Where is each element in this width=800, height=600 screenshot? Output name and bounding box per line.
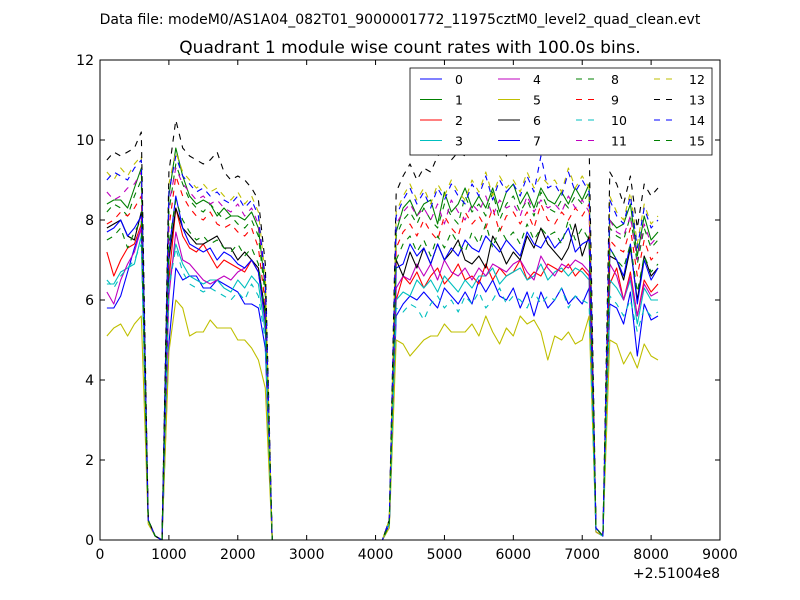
legend-label-11: 11 — [611, 134, 627, 149]
series-line-14 — [106, 155, 659, 540]
x-tick-label: 5000 — [427, 547, 463, 563]
legend-label-0: 0 — [455, 72, 463, 87]
series-line-1 — [106, 147, 659, 540]
plot-area — [106, 115, 659, 540]
x-offset-label: +2.51004e8 — [633, 566, 720, 582]
legend-label-12: 12 — [689, 72, 705, 87]
y-tick-label: 2 — [85, 453, 94, 469]
series-line-15 — [106, 199, 659, 540]
axis-ticks: 0 1000 2000 3000 4000 5000 6000 7000 8000 9000 0 2 4… — [76, 53, 738, 563]
x-tick-label: 3000 — [289, 547, 325, 563]
x-tick-label: 9000 — [702, 547, 738, 563]
legend-label-10: 10 — [611, 113, 627, 128]
y-tick-label: 6 — [85, 293, 94, 309]
series-line-5 — [106, 299, 659, 540]
legend-label-1: 1 — [455, 93, 463, 108]
x-tick-label: 6000 — [496, 547, 532, 563]
legend-box — [409, 67, 713, 156]
x-tick-label: 8000 — [633, 547, 669, 563]
legend-label-13: 13 — [689, 93, 705, 108]
legend-label-9: 9 — [611, 93, 619, 108]
series-line-12 — [106, 151, 659, 540]
y-tick-label: 12 — [76, 53, 94, 69]
y-tick-label: 8 — [85, 213, 94, 229]
x-tick-label: 1000 — [151, 547, 187, 563]
legend-label-14: 14 — [689, 113, 705, 128]
series-line-2 — [106, 207, 659, 540]
legend-label-5: 5 — [533, 93, 541, 108]
y-tick-label: 0 — [85, 533, 94, 549]
series-line-0 — [106, 227, 659, 540]
series-line-8 — [106, 163, 659, 540]
legend-label-15: 15 — [689, 134, 705, 149]
x-tick-label: 7000 — [564, 547, 600, 563]
series-line-10 — [106, 243, 659, 540]
series-line-6 — [106, 207, 659, 540]
legend-label-6: 6 — [533, 113, 541, 128]
legend-label-8: 8 — [611, 72, 619, 87]
legend-label-3: 3 — [455, 134, 463, 149]
legend-label-2: 2 — [455, 113, 463, 128]
legend-label-4: 4 — [533, 72, 541, 87]
series-line-9 — [106, 175, 659, 540]
series-line-3 — [106, 235, 658, 540]
y-tick-label: 4 — [85, 373, 94, 389]
figure-suptitle: Data file: modeM0/AS1A04_082T01_90000017… — [100, 12, 701, 28]
legend-label-7: 7 — [533, 134, 541, 149]
x-tick-label: 2000 — [220, 547, 256, 563]
x-tick-label: 4000 — [358, 547, 394, 563]
series-line-7 — [106, 195, 659, 540]
y-tick-label: 10 — [76, 133, 94, 149]
chart-title: Quadrant 1 module wise count rates with … — [179, 38, 640, 58]
series-line-4 — [106, 227, 659, 540]
x-tick-label: 0 — [96, 547, 105, 563]
